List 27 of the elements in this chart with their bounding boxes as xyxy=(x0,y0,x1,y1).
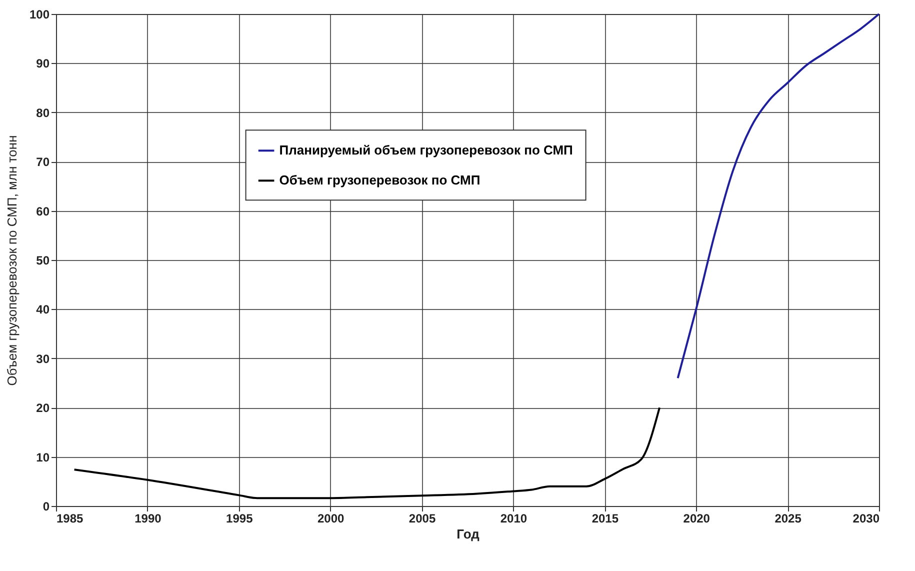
y-tick-label: 10 xyxy=(36,450,50,464)
y-tick-label: 20 xyxy=(36,401,50,416)
y-tick-label: 70 xyxy=(36,155,50,170)
y-axis-title: Объем грузоперевозок по СМП, млн тонн xyxy=(4,135,20,386)
x-tick-label: 1990 xyxy=(134,512,162,526)
legend-label: Планируемый объем грузоперевозок по СМП xyxy=(279,142,573,158)
line-series xyxy=(73,406,661,500)
x-tick-label: 1995 xyxy=(226,512,254,526)
x-tick-label: 2030 xyxy=(852,512,880,526)
x-tick-label: 1985 xyxy=(56,512,84,526)
x-tick-label: 2000 xyxy=(317,512,345,526)
x-tick-label: 2025 xyxy=(774,512,802,526)
x-tick-label: 2015 xyxy=(592,512,619,526)
legend-label: Объем грузоперевозок по СМП xyxy=(279,172,480,188)
y-tick-label: 30 xyxy=(36,352,50,366)
y-tick-label: 80 xyxy=(36,106,50,120)
y-tick-label: 100 xyxy=(29,8,50,22)
line-series xyxy=(676,13,880,380)
y-tick-label: 50 xyxy=(36,254,50,268)
y-tick-label: 0 xyxy=(42,500,50,514)
x-tick-label: 2005 xyxy=(408,512,436,526)
y-tick-label: 60 xyxy=(36,204,50,218)
y-tick-label: 40 xyxy=(36,302,50,317)
x-axis-title: Год xyxy=(456,526,480,542)
y-tick-label: 90 xyxy=(36,56,50,71)
x-tick-label: 2010 xyxy=(500,512,528,526)
x-tick-label: 2020 xyxy=(683,512,710,526)
